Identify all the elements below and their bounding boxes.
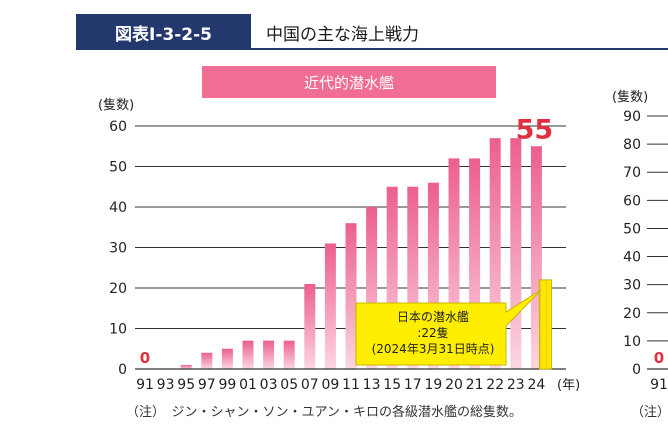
y-tick-label: 0 <box>118 362 127 378</box>
x-tick-label: 95 <box>177 377 195 393</box>
chart2-y-tick-label: 0 <box>632 362 641 378</box>
bar-05 <box>283 340 295 369</box>
y-tick-label: 60 <box>109 119 127 135</box>
annotation-line: :22隻 <box>417 325 448 340</box>
chart2-y-axis-label: (隻数) <box>612 90 648 105</box>
header-rule <box>76 48 668 50</box>
x-tick-label: 24 <box>527 377 545 393</box>
bar-21 <box>469 158 481 369</box>
x-tick-label: 23 <box>507 377 525 393</box>
x-tick-label: 19 <box>424 377 442 393</box>
x-tick-label: 91 <box>136 377 154 393</box>
chart2-y-tick-label: 80 <box>623 137 641 153</box>
annotation-line: 日本の潜水艦 <box>397 310 469 324</box>
japan-submarine-bar <box>538 279 552 370</box>
y-tick-label: 30 <box>109 241 127 257</box>
data-label-24: 55 <box>516 114 554 145</box>
bar-23 <box>510 138 522 369</box>
x-tick-label: 09 <box>321 377 339 393</box>
bar-24 <box>530 146 542 369</box>
x-tick-label: 97 <box>198 377 216 393</box>
x-tick-label: 20 <box>445 377 463 393</box>
x-tick-label: 07 <box>301 377 319 393</box>
bar-07 <box>304 283 316 369</box>
bar-22 <box>489 138 501 369</box>
bar-09 <box>324 243 336 369</box>
bar-95 <box>180 364 192 369</box>
x-tick-label: 22 <box>486 377 504 393</box>
chart2-y-tick-label: 50 <box>623 221 641 237</box>
x-tick-label: 11 <box>342 377 360 393</box>
y-tick-label: 20 <box>109 281 127 297</box>
chart2-x-tick-label: 91 <box>650 377 668 393</box>
bar-03 <box>263 340 275 369</box>
data-label-91: 0 <box>140 349 150 367</box>
chart2-y-tick-label: 30 <box>623 278 641 294</box>
figure-header: 図表Ⅰ-3-2-5 中国の主な海上戦力 <box>76 14 668 50</box>
bar-19 <box>427 182 439 369</box>
bar-13 <box>366 207 378 369</box>
bar-99 <box>221 348 233 369</box>
chart2-data-label: 0 <box>654 349 664 367</box>
chart2-y-tick-label: 10 <box>623 334 641 350</box>
bar-15 <box>386 186 398 369</box>
figure-id: 図表Ⅰ-3-2-5 <box>76 14 251 50</box>
chart2-y-tick-label: 20 <box>623 306 641 322</box>
chart-note: （注） ジン・シャン・ソン・ユアン・キロの各級潜水艦の総隻数。 <box>126 405 522 420</box>
x-tick-label: 99 <box>218 377 236 393</box>
bar-97 <box>201 352 213 369</box>
figure-title: 中国の主な海上戦力 <box>266 24 419 45</box>
y-axis-label: (隻数) <box>98 98 134 113</box>
chart-title: 近代的潜水艦 <box>202 66 496 98</box>
x-tick-label: 13 <box>363 377 381 393</box>
x-tick-label: 17 <box>404 377 422 393</box>
annotation-callout <box>355 289 542 366</box>
x-axis-label: (年) <box>557 378 580 393</box>
bar-20 <box>448 158 460 369</box>
chart2-y-tick-label: 70 <box>623 165 641 181</box>
x-tick-label: 15 <box>383 377 401 393</box>
y-tick-label: 40 <box>109 200 127 216</box>
bar-17 <box>407 186 419 369</box>
y-tick-label: 10 <box>109 322 127 338</box>
x-tick-label: 05 <box>280 377 298 393</box>
annotation-line: (2024年3月31日時点) <box>372 342 495 356</box>
bar-11 <box>345 223 357 369</box>
x-tick-label: 21 <box>466 377 484 393</box>
x-tick-label: 93 <box>157 377 175 393</box>
chart2-y-tick-label: 90 <box>623 109 641 125</box>
chart2-y-tick-label: 40 <box>623 250 641 266</box>
bar-01 <box>242 340 254 369</box>
x-tick-label: 01 <box>239 377 257 393</box>
y-tick-label: 50 <box>109 160 127 176</box>
chart2-note: （注） <box>631 405 668 420</box>
chart2-y-tick-label: 60 <box>623 193 641 209</box>
x-tick-label: 03 <box>260 377 278 393</box>
